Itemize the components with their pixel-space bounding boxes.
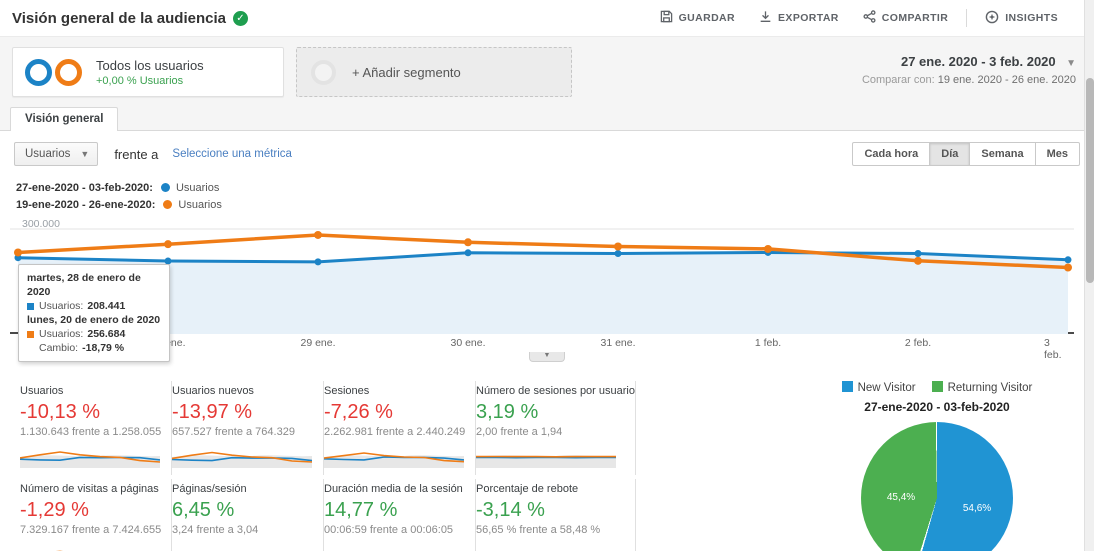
segment-label: Todos los usuarios bbox=[96, 57, 204, 73]
scorecard-usuarios: Usuarios -10,13 % 1.130.643 frente a 1.2… bbox=[20, 381, 172, 475]
chart-toolbar: Usuarios ▼ frente a Seleccione una métri… bbox=[0, 135, 1094, 173]
scorecard-visitas-paginas: Número de visitas a páginas -1,29 % 7.32… bbox=[20, 479, 172, 551]
sparkline-chart bbox=[476, 455, 616, 468]
legend-previous: 19-ene-2020 - 26-ene-2020: Usuarios bbox=[16, 198, 222, 211]
orange-square-icon bbox=[27, 330, 34, 338]
chevron-down-icon: ▼ bbox=[1066, 58, 1076, 69]
verified-check-icon: ✓ bbox=[232, 10, 248, 26]
scrollbar-thumb[interactable] bbox=[1086, 78, 1094, 283]
summary-section: Usuarios -10,13 % 1.130.643 frente a 1.2… bbox=[0, 381, 1094, 551]
visitor-type-pie-chart[interactable]: 45,4% 54,6% bbox=[861, 422, 1013, 551]
chevron-down-icon: ▼ bbox=[80, 149, 90, 159]
pie-slice-label-returning: 45,4% bbox=[886, 491, 916, 503]
sparkline-chart bbox=[324, 452, 464, 468]
share-button[interactable]: COMPARTIR bbox=[853, 4, 958, 32]
y-gridline-label: 300.000 bbox=[22, 218, 60, 230]
page-header: Visión general de la audiencia ✓ GUARDAR… bbox=[0, 0, 1094, 36]
granularity-hour-button[interactable]: Cada hora bbox=[852, 142, 931, 166]
pie-slice-label-new: 54,6% bbox=[962, 502, 992, 514]
chart-legend: 27-ene-2020 - 03-feb-2020: Usuarios 19-e… bbox=[0, 173, 1094, 215]
share-icon bbox=[863, 10, 876, 26]
segment-ring-orange-icon bbox=[55, 58, 82, 86]
users-line-chart[interactable]: 300.000 martes, 28 de enero de 2020 Usua… bbox=[10, 218, 1074, 362]
sparkline-chart bbox=[172, 540, 312, 551]
segment-delta: +0,00 % Usuarios bbox=[96, 74, 184, 87]
download-icon bbox=[759, 10, 772, 26]
chart-expand-handle[interactable]: ▼ bbox=[529, 352, 565, 362]
vs-label: frente a bbox=[114, 146, 159, 162]
page-title: Visión general de la audiencia bbox=[12, 9, 226, 27]
green-square-icon bbox=[931, 381, 943, 392]
vertical-scrollbar bbox=[1084, 0, 1094, 551]
ghost-ring-icon bbox=[311, 59, 336, 85]
granularity-switcher: Cada hora Día Semana Mes bbox=[852, 142, 1080, 166]
sparkline-chart bbox=[172, 451, 312, 468]
chart-tooltip: martes, 28 de enero de 2020 Usuarios: 208… bbox=[18, 264, 170, 362]
header-actions: GUARDAR EXPORTAR COMPARTIR INSIGHTS bbox=[650, 4, 1068, 33]
save-button[interactable]: GUARDAR bbox=[650, 4, 745, 32]
handle-row: ▼ bbox=[0, 352, 1094, 367]
legend-current: 27-ene-2020 - 03-feb-2020: Usuarios bbox=[16, 181, 220, 194]
sparkline-chart bbox=[55, 550, 64, 551]
sparkline-chart bbox=[476, 540, 616, 551]
granularity-day-button[interactable]: Día bbox=[930, 142, 971, 166]
scorecard-paginas-sesion: Páginas/sesión 6,45 % 3,24 frente a 3,04 bbox=[172, 479, 324, 551]
tab-bar: Visión general bbox=[0, 106, 1094, 131]
insights-icon bbox=[985, 10, 999, 27]
granularity-week-button[interactable]: Semana bbox=[970, 142, 1036, 166]
actions-divider bbox=[966, 9, 968, 27]
metric-dropdown[interactable]: Usuarios ▼ bbox=[14, 142, 99, 166]
blue-square-icon bbox=[27, 302, 34, 310]
add-segment-button[interactable]: + Añadir segmento bbox=[296, 47, 572, 97]
tab-overview[interactable]: Visión general bbox=[10, 107, 119, 131]
scorecard-usuarios-nuevos: Usuarios nuevos -13,97 % 657.527 frente … bbox=[172, 381, 324, 475]
orange-dot-icon bbox=[163, 200, 173, 209]
save-icon bbox=[660, 10, 673, 26]
granularity-month-button[interactable]: Mes bbox=[1035, 142, 1080, 166]
date-range-compare: Comparar con: 19 ene. 2020 - 26 ene. 202… bbox=[861, 74, 1076, 86]
pie-legend: New Visitor Returning Visitor bbox=[794, 381, 1080, 394]
segment-all-users[interactable]: Todos los usuarios +0,00 % Usuarios bbox=[12, 47, 284, 97]
sparkline-chart bbox=[20, 451, 160, 468]
line-chart-canvas bbox=[10, 228, 1074, 334]
date-range-selector[interactable]: 27 ene. 2020 - 3 feb. 2020 ▼ Comparar co… bbox=[862, 47, 1082, 96]
select-metric-link[interactable]: Seleccione una métrica bbox=[172, 148, 292, 160]
pie-title: 27-ene-2020 - 03-feb-2020 bbox=[864, 400, 1010, 414]
segment-ring-blue-icon bbox=[25, 58, 52, 86]
scorecard-sesiones-por-usuario: Número de sesiones por usuario 3,19 % 2,… bbox=[476, 381, 636, 475]
scorecard-porcentaje-rebote: Porcentaje de rebote -3,14 % 56,65 % fre… bbox=[476, 479, 636, 551]
blue-square-icon bbox=[841, 381, 853, 392]
export-button[interactable]: EXPORTAR bbox=[749, 4, 849, 32]
scorecard-sesiones: Sesiones -7,26 % 2.262.981 frente a 2.44… bbox=[324, 381, 476, 475]
visitor-type-panel: New Visitor Returning Visitor 27-ene-202… bbox=[794, 381, 1094, 551]
segment-bar: Todos los usuarios +0,00 % Usuarios + Añ… bbox=[0, 36, 1094, 106]
scorecard-duracion-sesion: Duración media de la sesión 14,77 % 00:0… bbox=[324, 479, 476, 551]
date-range-primary: 27 ene. 2020 - 3 feb. 2020 bbox=[900, 54, 1056, 69]
blue-dot-icon bbox=[160, 183, 170, 192]
scorecards-grid: Usuarios -10,13 % 1.130.643 frente a 1.2… bbox=[20, 381, 636, 551]
insights-button[interactable]: INSIGHTS bbox=[975, 4, 1068, 33]
sparkline-chart bbox=[324, 540, 464, 551]
